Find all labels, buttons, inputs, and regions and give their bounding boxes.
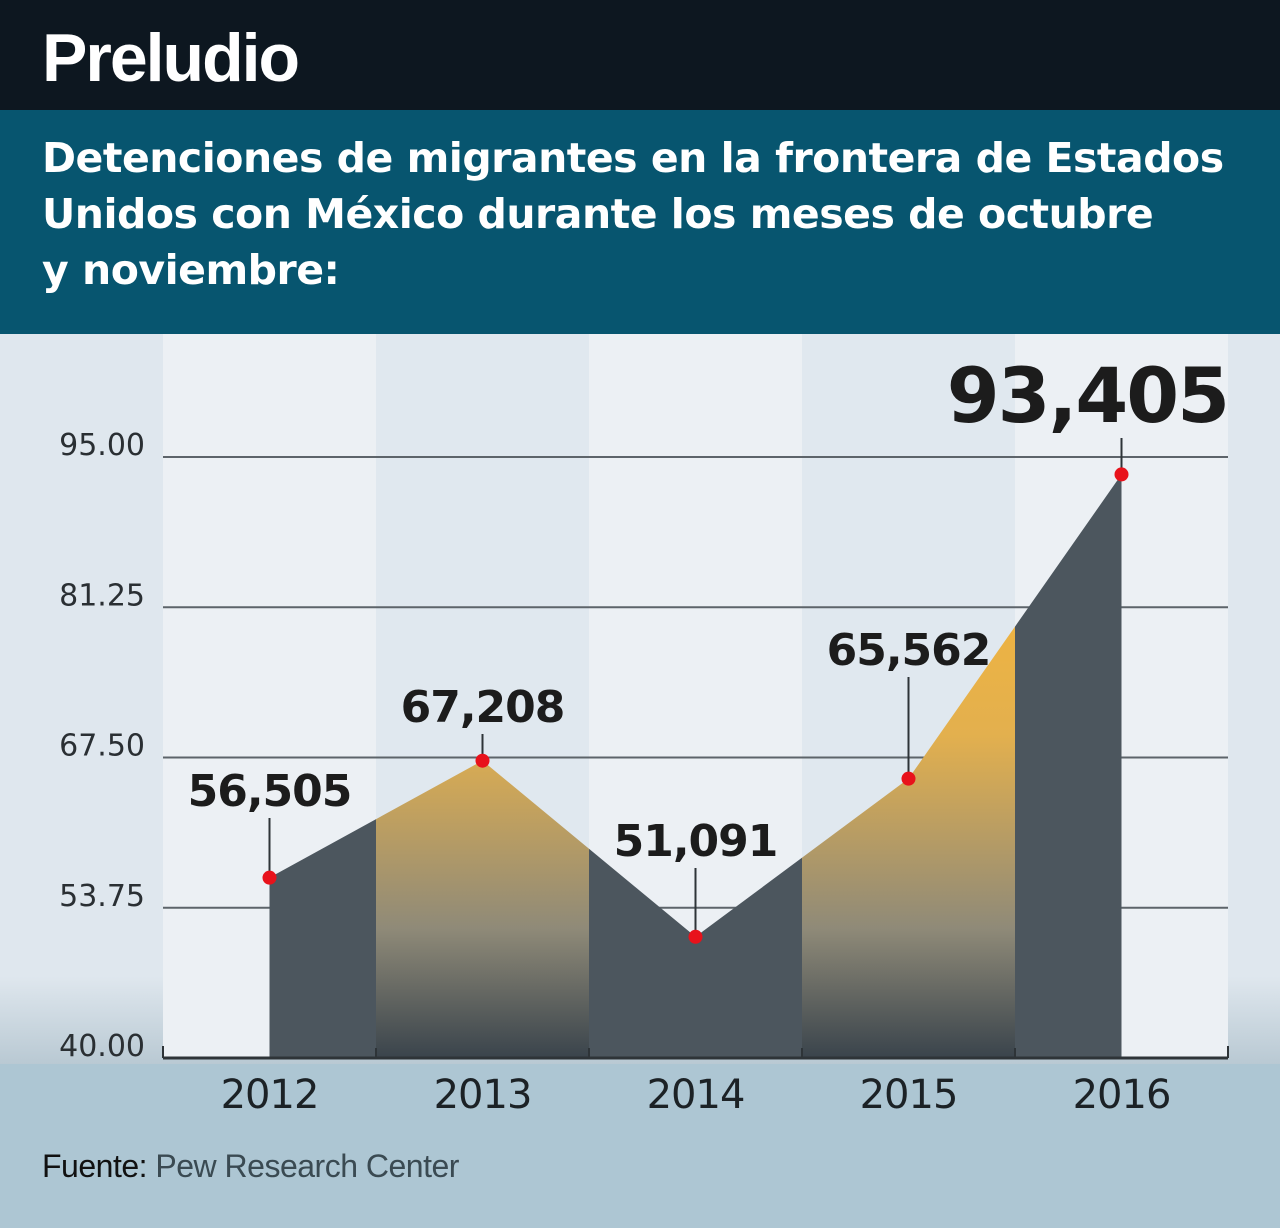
data-point-marker <box>262 870 277 885</box>
data-label: 67,208 <box>401 682 565 733</box>
chart-subtitle: Detenciones de migrantes en la frontera … <box>42 130 1242 298</box>
data-label: 51,091 <box>614 816 778 867</box>
y-tick-label: 67.50 <box>59 729 145 764</box>
data-label: 56,505 <box>188 766 352 817</box>
x-tick-label: 2014 <box>647 1072 745 1118</box>
x-tick-label: 2012 <box>221 1072 319 1118</box>
subtitle-line: y noviembre: <box>42 246 340 294</box>
y-tick-label: 81.25 <box>59 578 145 613</box>
source-value: Pew Research Center <box>155 1148 459 1184</box>
brand-title: Preludio <box>42 20 300 96</box>
header-bar: Preludio <box>0 0 1280 110</box>
y-tick-label: 53.75 <box>59 879 145 914</box>
y-tick-label: 95.00 <box>59 428 145 463</box>
data-point-marker <box>1114 467 1129 482</box>
x-tick-label: 2015 <box>860 1072 958 1118</box>
data-label: 65,562 <box>827 625 991 676</box>
data-label: 93,405 <box>947 351 1228 440</box>
y-tick-label: 40.00 <box>59 1029 145 1064</box>
subtitle-line: Detenciones de migrantes en la frontera … <box>42 134 1224 182</box>
data-point-marker <box>901 771 916 786</box>
data-point-marker <box>475 753 490 768</box>
x-tick-label: 2013 <box>434 1072 532 1118</box>
subtitle-bar <box>0 110 1280 334</box>
x-tick-label: 2016 <box>1073 1072 1171 1118</box>
source-label: Fuente: <box>42 1148 148 1184</box>
data-point-marker <box>688 929 703 944</box>
source-note: Fuente: Pew Research Center <box>42 1148 459 1185</box>
subtitle-line: Unidos con México durante los meses de o… <box>42 190 1154 238</box>
